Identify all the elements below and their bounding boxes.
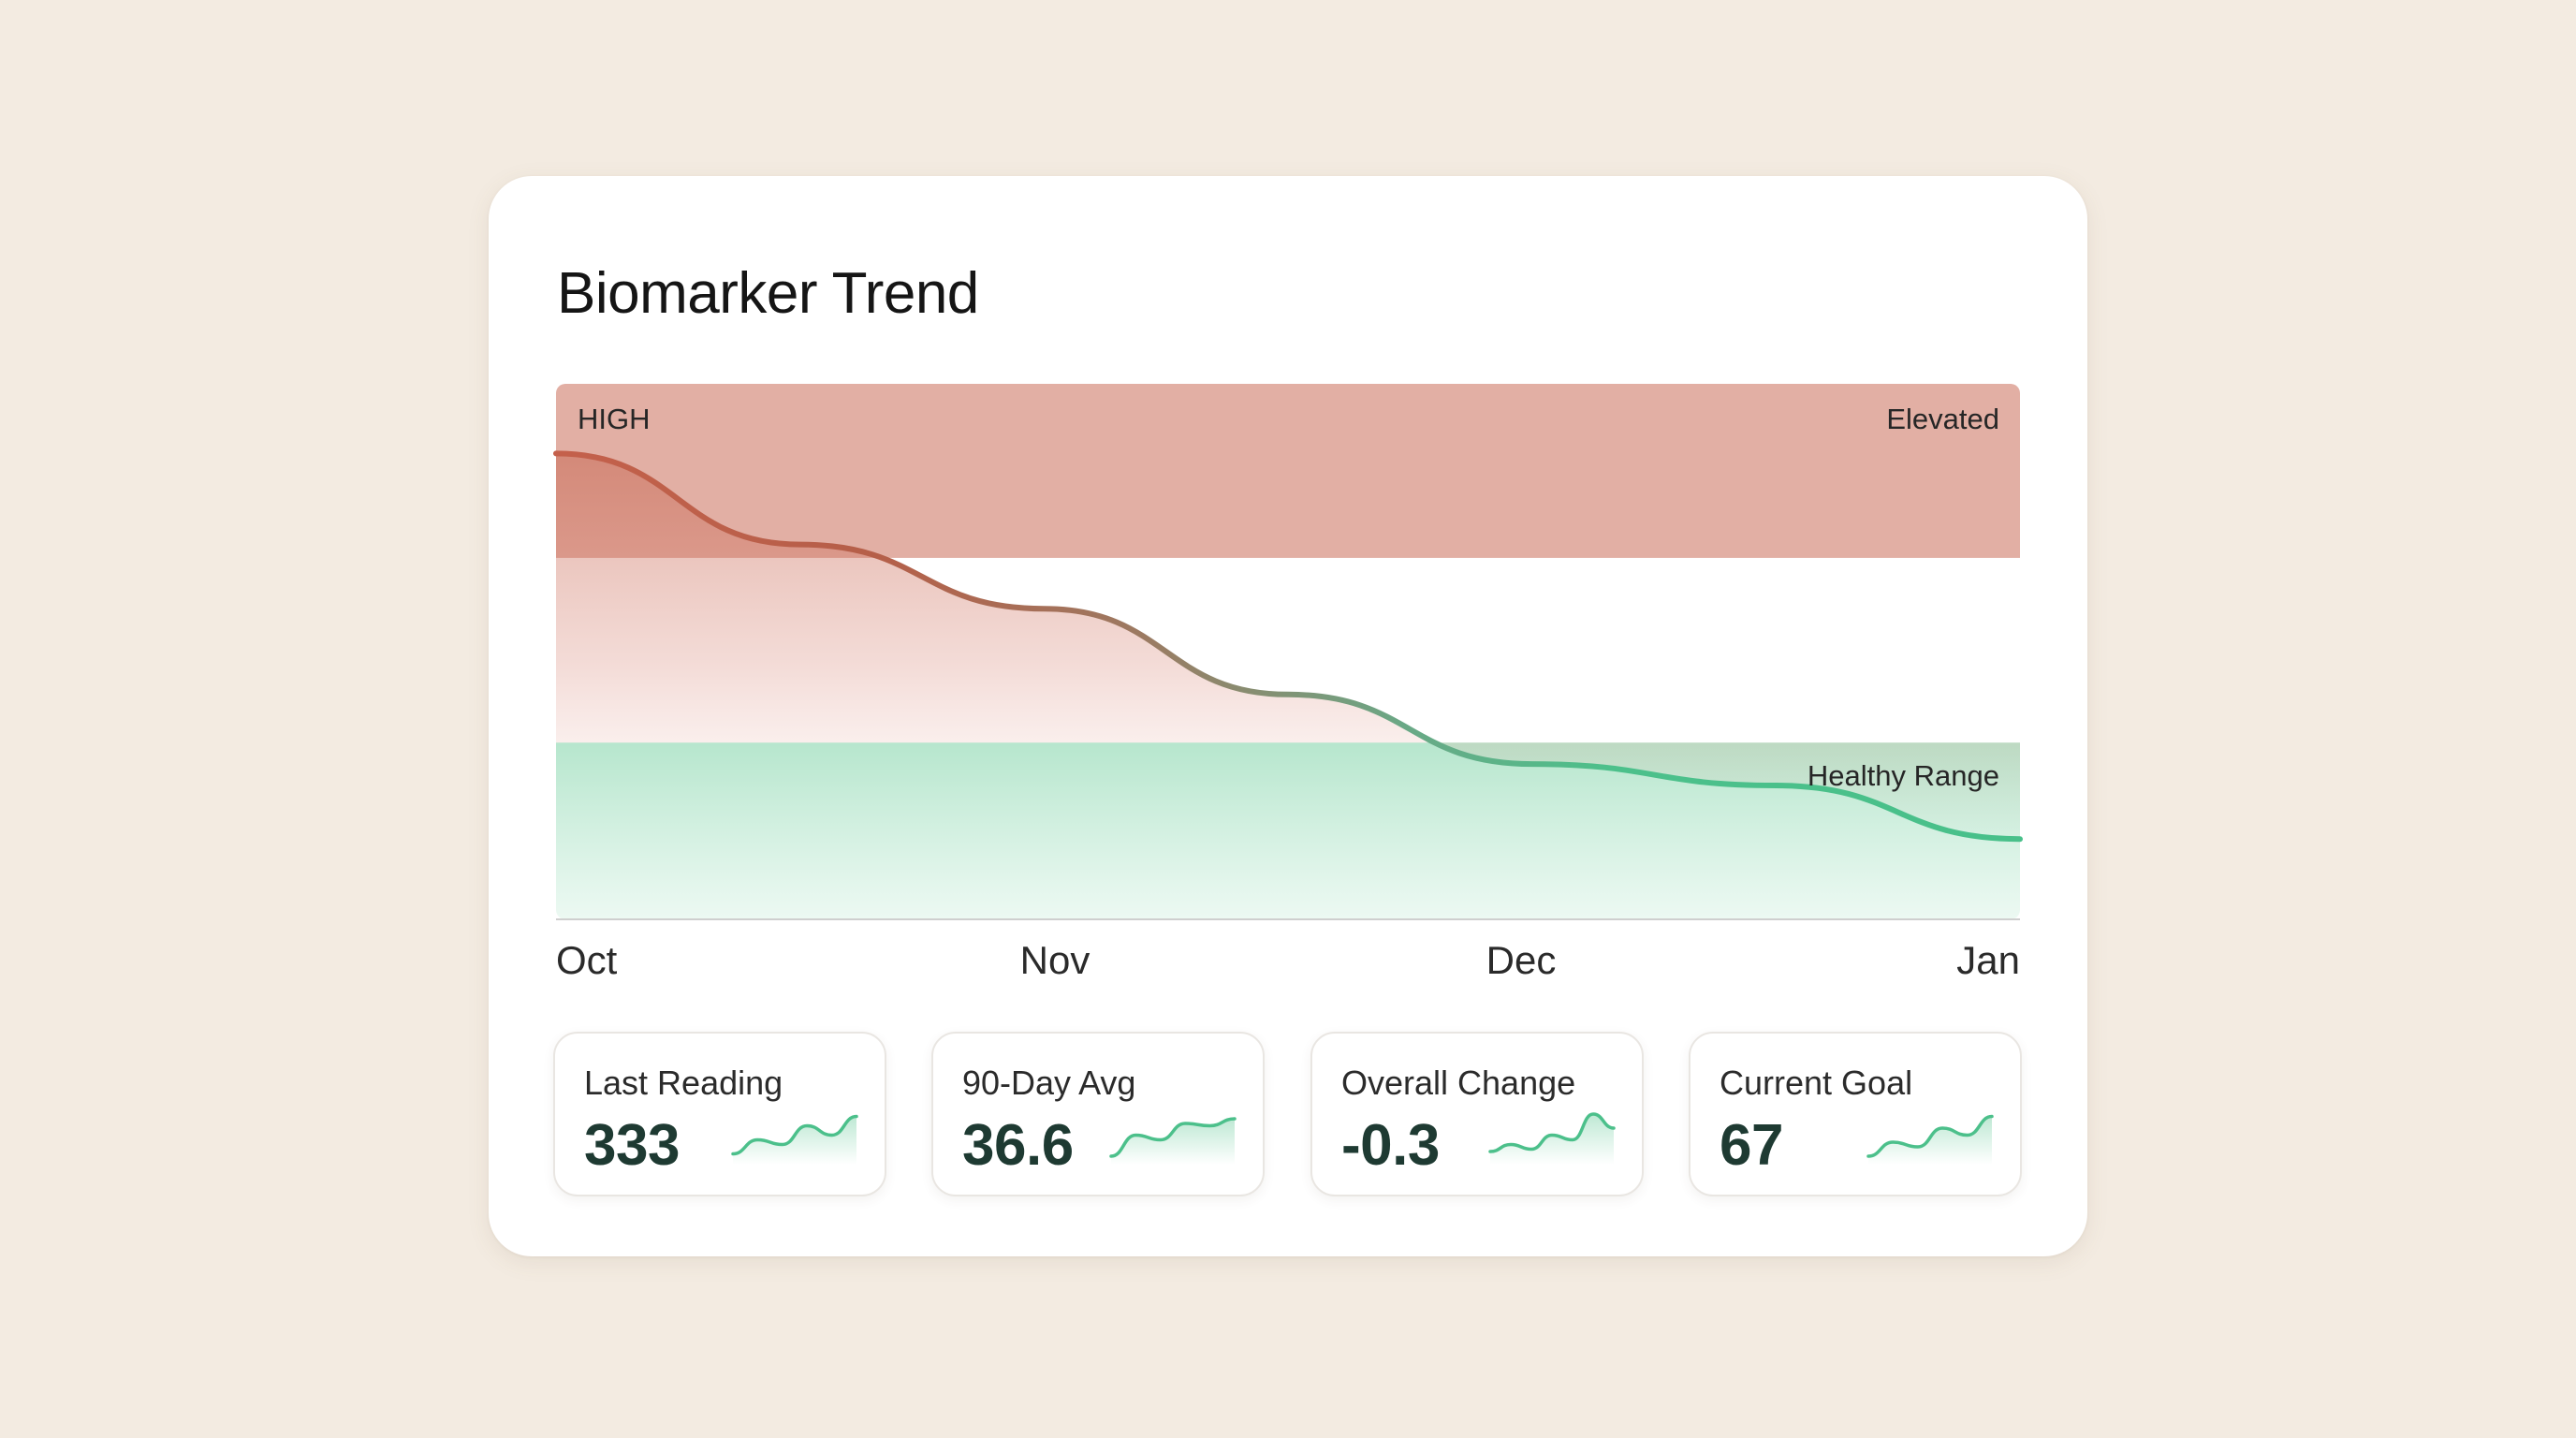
- stat-label: Last Reading: [584, 1064, 783, 1102]
- sparkline-icon: [731, 1114, 858, 1165]
- sparkline-line: [1488, 1112, 1616, 1153]
- stat-value: 333: [584, 1113, 680, 1178]
- elevated-band: [556, 384, 2020, 558]
- sparkline-icon: [1488, 1112, 1616, 1165]
- sparkline-line: [731, 1114, 858, 1156]
- y-axis-label-high: HIGH: [578, 403, 651, 435]
- elevated-band-label: Elevated: [1886, 403, 1999, 435]
- sparkline-icon: [1109, 1117, 1237, 1165]
- sparkline-area: [733, 1116, 856, 1165]
- chart-title: Biomarker Trend: [557, 261, 979, 326]
- stat-value: 67: [1720, 1113, 1783, 1178]
- trend-line: [553, 450, 2023, 843]
- stat-label: Overall Change: [1341, 1064, 1576, 1102]
- stat-value: 36.6: [962, 1113, 1074, 1178]
- stat-value: -0.3: [1341, 1113, 1440, 1178]
- sparkline-line: [1109, 1117, 1237, 1158]
- sparkline-line: [1866, 1114, 1994, 1158]
- sparkline-area: [1111, 1119, 1235, 1165]
- stat-card-current-goal: Current Goal 67: [1689, 1032, 2022, 1196]
- sparkline-icon: [1866, 1114, 1994, 1165]
- sparkline-area: [1868, 1116, 1992, 1165]
- x-tick-jan: Jan: [1956, 938, 2020, 982]
- stat-card-last-reading: Last Reading 333: [553, 1032, 886, 1196]
- stat-label: 90-Day Avg: [962, 1064, 1136, 1102]
- stat-label: Current Goal: [1720, 1064, 1913, 1102]
- stat-card-90-day-avg: 90-Day Avg 36.6: [931, 1032, 1265, 1196]
- x-tick-nov: Nov: [1020, 938, 1090, 982]
- stat-card-overall-change: Overall Change -0.3: [1310, 1032, 1644, 1196]
- trend-area: [556, 453, 2020, 840]
- sparkline-area: [1490, 1114, 1614, 1165]
- healthy-band-label: Healthy Range: [1808, 759, 1999, 792]
- x-tick-dec: Dec: [1486, 938, 1557, 982]
- x-tick-oct: Oct: [556, 938, 618, 982]
